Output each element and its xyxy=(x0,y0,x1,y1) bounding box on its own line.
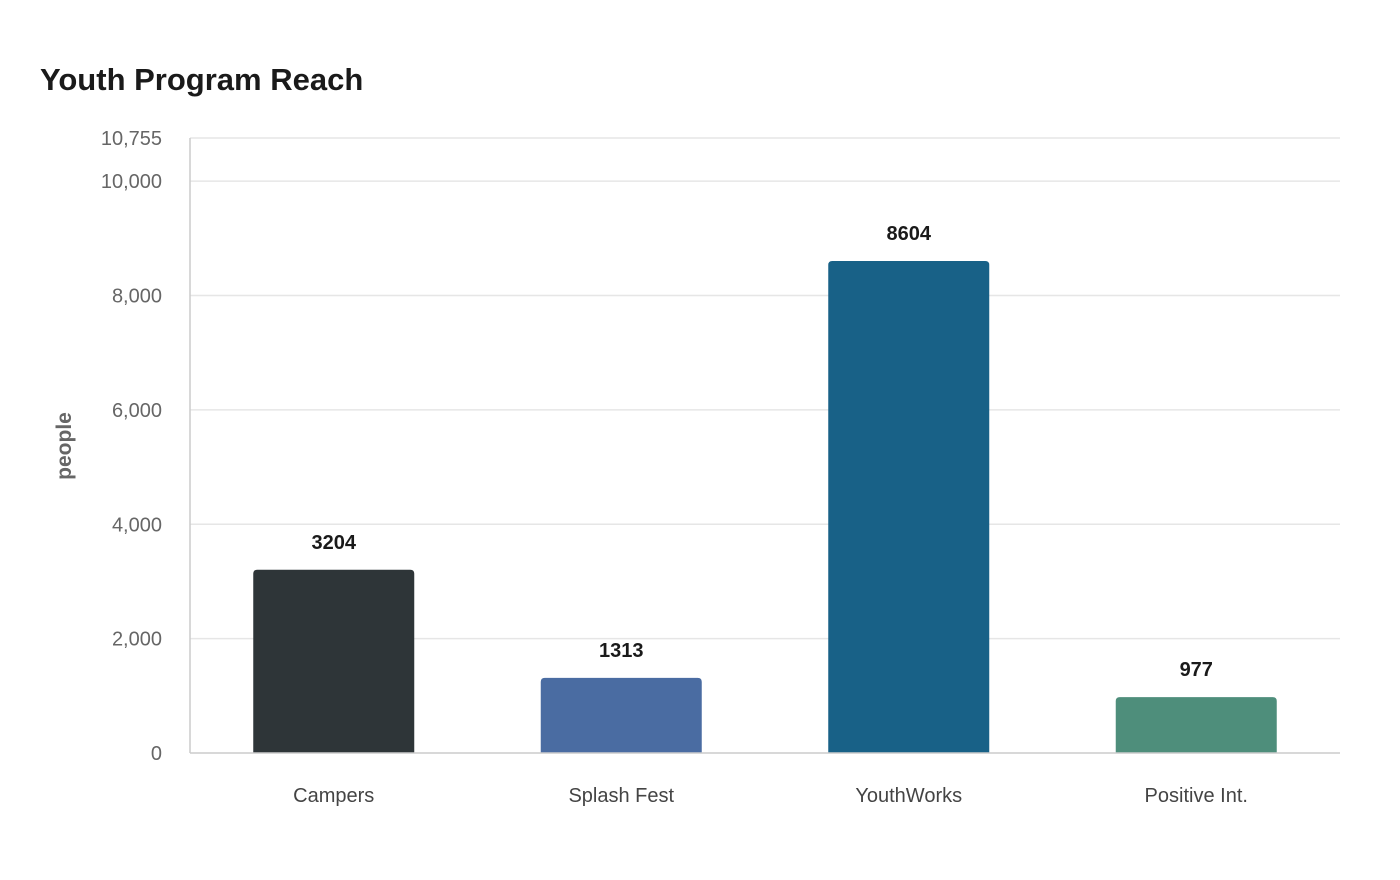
labels: 0 2,000 4,000 6,000 8,000 10,000 10,755 3204 Cam… xyxy=(101,128,1248,807)
bar-campers xyxy=(253,569,415,753)
x-tick-label: YouthWorks xyxy=(855,785,962,807)
y-tick-label: 4,000 xyxy=(112,514,162,536)
y-tick-label: 0 xyxy=(151,743,162,765)
data-label: 977 xyxy=(1180,659,1213,681)
bar-splash-fest xyxy=(540,677,702,753)
x-tick-label: Campers xyxy=(293,785,374,807)
bars xyxy=(253,261,1277,753)
y-axis-title: people xyxy=(53,412,76,480)
axes xyxy=(189,138,1340,754)
x-tick-label: Positive Int. xyxy=(1145,785,1248,807)
gridlines xyxy=(190,137,1340,640)
y-tick-label: 6,000 xyxy=(112,400,162,422)
bar-positive-int xyxy=(1115,697,1277,753)
y-tick-label: 2,000 xyxy=(112,629,162,651)
x-tick-label: Splash Fest xyxy=(568,785,674,807)
data-label: 1313 xyxy=(599,640,644,662)
data-label: 3204 xyxy=(312,532,357,554)
y-tick-label: 10,755 xyxy=(101,128,162,150)
y-tick-label: 10,000 xyxy=(101,171,162,193)
chart-title: Youth Program Reach xyxy=(40,62,364,97)
data-label: 8604 xyxy=(887,223,932,245)
bar-youthworks xyxy=(828,261,990,753)
y-tick-label: 8,000 xyxy=(112,286,162,308)
